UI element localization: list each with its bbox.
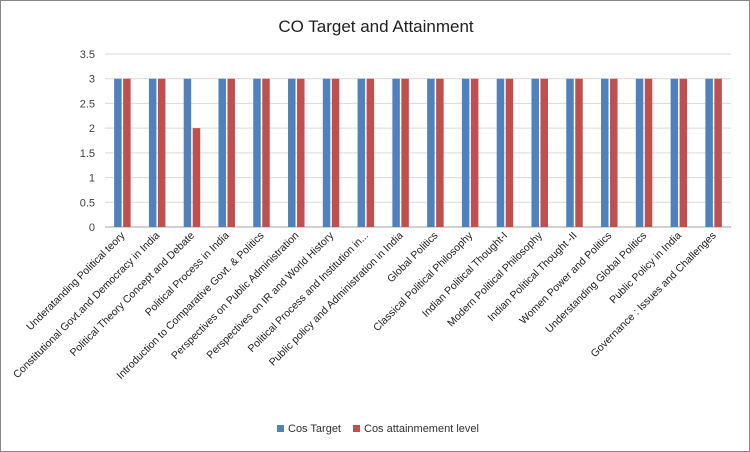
grid-lines (105, 53, 731, 228)
x-tick-label: Governance : Issues and Challenges (588, 230, 718, 360)
bar-cos-target (218, 78, 226, 227)
bar-cos-target (461, 78, 470, 227)
legend-label-cos-attainment: Cos attainmement level (364, 423, 479, 435)
bar-cos-attainment (610, 78, 618, 227)
bar-cos-attainment (157, 78, 166, 227)
bar-cos-target (427, 78, 435, 227)
bar-cos-target (322, 78, 331, 227)
bar-cos-target (357, 78, 366, 227)
y-tick-label: 0.5 (80, 197, 95, 209)
bar-cos-attainment (575, 78, 583, 227)
bar-cos-target (601, 78, 609, 227)
bar-cos-target (496, 78, 505, 227)
legend-swatch-cos-attainment (353, 425, 360, 432)
y-tick-label: 0 (89, 222, 95, 234)
bar-cos-attainment (679, 78, 688, 227)
bar-cos-attainment (714, 78, 722, 227)
bar-cos-target (705, 78, 713, 227)
bar-cos-attainment (297, 78, 305, 227)
bar-cos-target (253, 78, 261, 227)
bar-cos-target (114, 78, 122, 227)
y-tick-label: 2.5 (80, 98, 95, 110)
bar-cos-attainment (540, 78, 548, 227)
x-tick-label: Perspectives on Public Administration (169, 230, 301, 362)
bar-cos-target (531, 78, 539, 227)
y-tick-label: 2 (89, 123, 95, 135)
x-tick-label: Perspectives on IR and World History (204, 229, 336, 361)
x-tick-label: Political Theory Concept and Debate (68, 230, 197, 359)
legend-swatch-cos-target (277, 425, 284, 432)
y-tick-label: 1.5 (80, 148, 95, 160)
bar-cos-target (148, 78, 157, 227)
bar-cos-target (183, 78, 192, 227)
bars (114, 78, 722, 227)
bar-cos-attainment (401, 78, 409, 227)
bar-cos-attainment (331, 78, 340, 227)
bar-cos-attainment (227, 78, 235, 227)
bar-cos-target (288, 78, 296, 227)
y-tick-label: 3.5 (80, 49, 95, 61)
chart-title: CO Target and Attainment (278, 17, 474, 36)
legend-label-cos-target: Cos Target (288, 423, 341, 435)
x-axis-labels: Underatanding Political teoryConstitutio… (11, 229, 719, 382)
bar-cos-attainment (123, 78, 131, 227)
bar-cos-attainment (505, 78, 514, 227)
legend: Cos Target Cos attainmement level (277, 423, 479, 435)
bar-cos-target (635, 78, 644, 227)
bar-cos-target (392, 78, 400, 227)
bar-cos-target (670, 78, 679, 227)
y-tick-label: 1 (89, 173, 95, 185)
bar-cos-attainment (262, 78, 270, 227)
y-axis-ticks: 0 0.5 1 1.5 2 2.5 3 3.5 (80, 49, 95, 234)
bar-cos-attainment (644, 78, 653, 227)
bar-cos-target (566, 78, 574, 227)
bar-cos-attainment (470, 78, 479, 227)
y-tick-label: 3 (89, 74, 95, 86)
bar-cos-attainment (436, 78, 444, 227)
bar-cos-attainment (192, 128, 201, 227)
bar-cos-attainment (366, 78, 375, 227)
